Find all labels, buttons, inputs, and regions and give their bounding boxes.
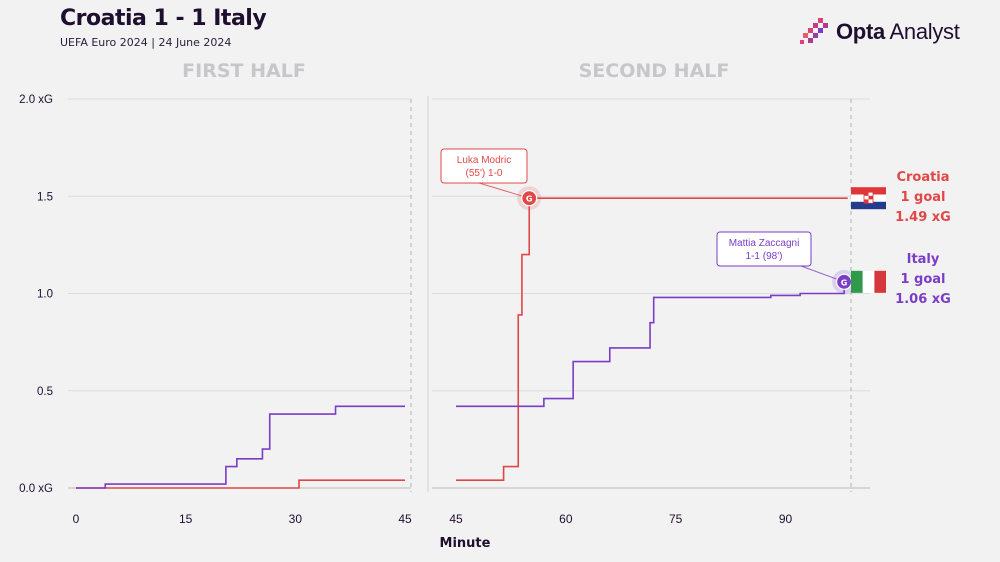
croatia-flag-blue: [851, 201, 886, 210]
annotation-box: [440, 148, 528, 184]
end-label-team: Croatia: [896, 170, 950, 185]
end-label-xg: 1.06 xG: [895, 292, 951, 307]
croatia-flag-crest-check: [868, 195, 873, 200]
x-tick-label: 15: [179, 512, 193, 526]
x-tick-label: 90: [779, 512, 793, 526]
x-tick-label: 0: [73, 512, 80, 526]
y-tick-label: 0.0 xG: [19, 483, 53, 495]
panel-title-0: FIRST HALF: [182, 60, 306, 82]
italy-flag-red: [874, 270, 886, 293]
x-axis-title: Minute: [439, 536, 491, 551]
y-tick-label: 0.5: [37, 386, 53, 398]
brand-name: Opta Analyst: [836, 19, 960, 44]
annotation-box: [716, 231, 812, 267]
end-label-goals: 1 goal: [900, 190, 946, 205]
opta-logo-icon: [800, 18, 828, 44]
goal-marker-label: G: [841, 278, 848, 287]
annotation-player: Mattia Zaccagni: [729, 238, 800, 249]
chart-subtitle: UEFA Euro 2024 | 24 June 2024: [60, 36, 232, 49]
chart-title: Croatia 1 - 1 Italy: [60, 6, 267, 31]
end-label-goals: 1 goal: [900, 272, 946, 287]
annotation-score: (55') 1-0: [466, 168, 503, 179]
y-tick-label: 2.0 xG: [19, 94, 53, 106]
croatia-flag-crest-check: [864, 199, 869, 203]
end-label-croatia: Croatia 1 goal 1.49 xG: [863, 168, 983, 228]
series-line-italy-first-half: [76, 405, 405, 489]
italy-flag-green: [851, 270, 863, 293]
panel-title-1: SECOND HALF: [579, 60, 730, 82]
series-line-croatia-second-half: [456, 197, 848, 482]
goal-marker-label: G: [526, 195, 533, 204]
x-tick-label: 30: [289, 512, 303, 526]
annotation-score: 1-1 (98'): [746, 251, 783, 262]
end-label-italy: Italy 1 goal 1.06 xG: [863, 250, 983, 310]
croatia-flag-crest-check: [864, 192, 869, 196]
x-tick-label: 45: [449, 512, 463, 526]
end-label-xg: 1.49 xG: [895, 210, 951, 225]
annotation-player: Luka Modric: [457, 155, 511, 166]
italy-flag-white: [862, 270, 875, 293]
goal-marker: [521, 190, 538, 207]
x-tick-label: 60: [559, 512, 573, 526]
y-tick-label: 1.0: [37, 289, 53, 301]
end-label-team: Italy: [906, 252, 940, 267]
opta-analyst-logo: Opta Analyst: [800, 17, 960, 47]
y-tick-label: 1.5: [37, 191, 53, 203]
x-tick-label: 45: [398, 512, 412, 526]
x-tick-label: 75: [669, 512, 683, 526]
series-line-croatia-first-half: [76, 479, 405, 489]
series-line-italy-second-half: [456, 281, 845, 408]
croatia-flag-red: [851, 187, 886, 195]
annotation-connector: [478, 182, 530, 199]
